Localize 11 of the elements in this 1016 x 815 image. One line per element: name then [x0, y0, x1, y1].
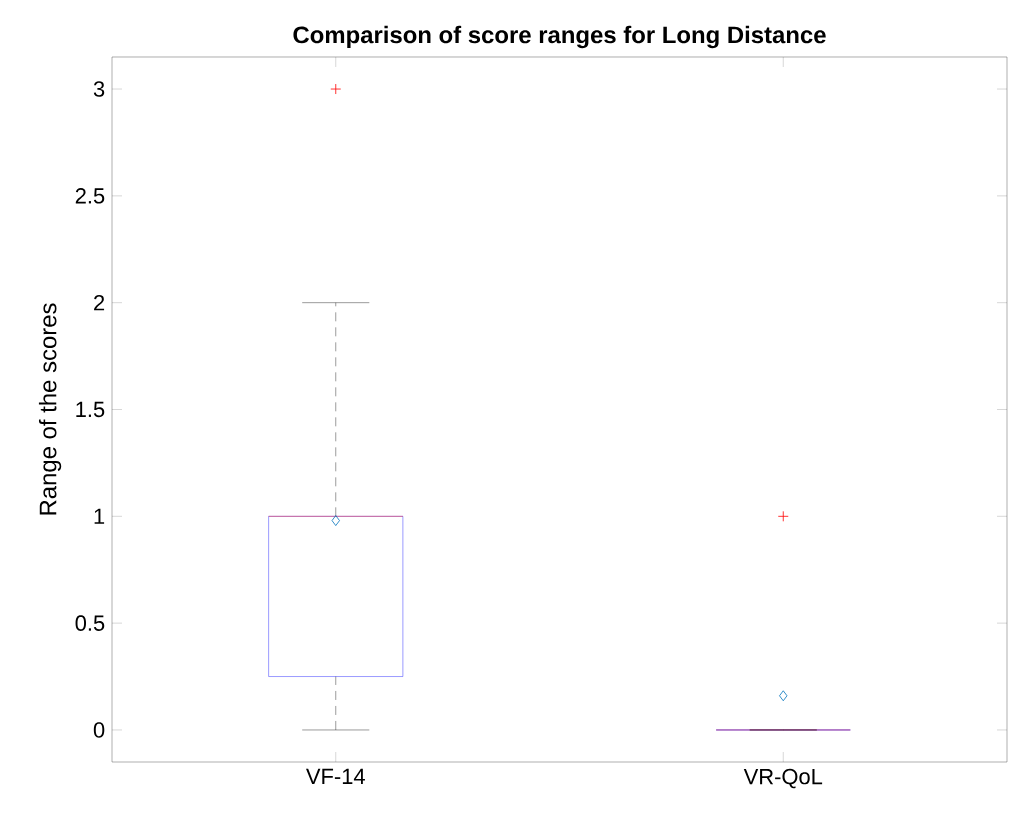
y-axis-title: Range of the scores: [38, 303, 62, 515]
y-tick-label: 1: [94, 508, 105, 524]
y-tick-label: 3: [93, 81, 105, 97]
x-tick-label: VR-QoL: [743, 768, 823, 789]
x-tick-label: VF-14: [306, 768, 365, 784]
y-tick-label: 1.5: [76, 401, 105, 418]
chart-title: Comparison of score ranges for Long Distance: [293, 25, 826, 49]
y-tick-label: 2: [94, 295, 105, 311]
y-tick-label: 0.5: [75, 615, 105, 631]
y-tick-label: 2.5: [75, 188, 105, 204]
y-tick-label: 0: [93, 722, 105, 738]
